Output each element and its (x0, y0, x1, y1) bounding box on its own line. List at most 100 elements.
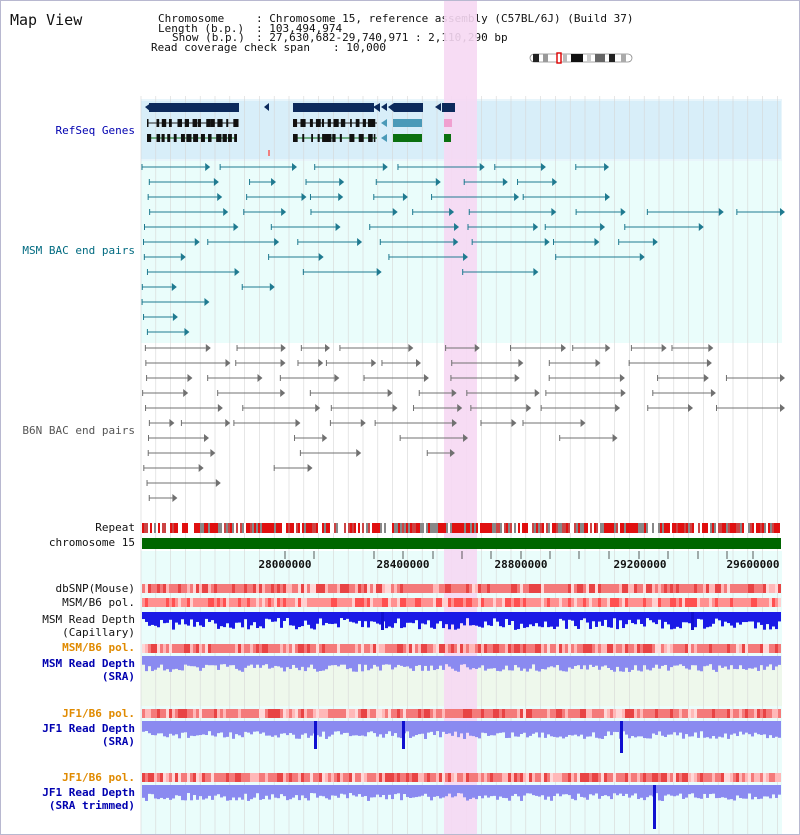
heat-cell (571, 598, 574, 607)
depth-bar (661, 656, 664, 666)
heat-cell (304, 598, 307, 607)
gene-exon (167, 134, 171, 142)
depth-bar (574, 656, 577, 667)
heat-cell (625, 773, 628, 782)
heat-cell (730, 584, 733, 593)
heat-cell (778, 773, 781, 782)
depth-bar (517, 721, 520, 737)
gene-exon (147, 119, 149, 127)
repeat-element (720, 523, 722, 533)
bac-arrow (706, 359, 712, 367)
heat-cell (394, 598, 397, 607)
repeat-element (762, 523, 764, 533)
depth-spike (620, 721, 623, 753)
heat-cell (550, 598, 553, 607)
heat-cell (358, 709, 361, 718)
heat-cell (313, 773, 316, 782)
depth-bar (163, 612, 166, 624)
depth-bar (727, 721, 730, 739)
heat-cell (361, 773, 364, 782)
repeat-element (710, 523, 712, 533)
gene-exon (206, 119, 211, 127)
depth-bar (538, 721, 541, 738)
heat-cell (289, 584, 292, 593)
bac-arrow (357, 238, 363, 246)
heat-cell (169, 773, 172, 782)
depth-bar (748, 721, 751, 735)
heat-cell (682, 773, 685, 782)
repeat-element (250, 523, 252, 533)
repeat-element (432, 523, 434, 533)
repeat-element (382, 523, 384, 533)
repeat-element (610, 523, 612, 533)
depth-bar (166, 612, 169, 623)
depth-bar (655, 785, 658, 794)
depth-bar (310, 785, 313, 794)
repeat-element (324, 523, 326, 533)
heat-cell (703, 644, 706, 653)
heat-cell (352, 773, 355, 782)
bac-arrow (502, 178, 508, 186)
depth-bar (583, 721, 586, 739)
heat-cell (169, 709, 172, 718)
heat-cell (334, 598, 337, 607)
depth-bar (145, 612, 148, 622)
heat-cell (460, 773, 463, 782)
heat-cell (397, 773, 400, 782)
depth-bar (202, 785, 205, 800)
depth-bar (490, 785, 493, 797)
depth-bar (568, 721, 571, 735)
depth-bar (616, 721, 619, 733)
heat-cell (739, 598, 742, 607)
depth-bar (313, 656, 316, 669)
depth-bar (166, 721, 169, 738)
depth-bar (235, 785, 238, 801)
chromosome-ideogram[interactable] (529, 52, 633, 64)
repeat-element (526, 523, 528, 533)
depth-bar (334, 785, 337, 796)
depth-bar (586, 721, 589, 737)
heat-cell (778, 709, 781, 718)
heat-cell (484, 773, 487, 782)
depth-bar (640, 656, 643, 672)
heat-cell (403, 598, 406, 607)
repeat-element (534, 523, 536, 533)
depth-bar (289, 656, 292, 669)
depth-bar (589, 656, 592, 665)
depth-bar (730, 656, 733, 666)
repeat-element (506, 523, 508, 533)
depth-bar (688, 721, 691, 737)
depth-bar (511, 721, 514, 733)
heat-cell (640, 644, 643, 653)
depth-bar (178, 656, 181, 671)
heat-cell (760, 598, 763, 607)
heat-cell (619, 773, 622, 782)
repeat-element (426, 523, 428, 533)
heat-cell (166, 598, 169, 607)
heat-cell (706, 709, 709, 718)
heat-cell (736, 644, 739, 653)
repeat-element (280, 523, 282, 533)
heat-cell (157, 598, 160, 607)
heat-cell (448, 598, 451, 607)
gene-exon (293, 119, 298, 127)
heat-cell (187, 598, 190, 607)
heat-cell (349, 773, 352, 782)
depth-bar (529, 721, 532, 736)
repeat-element (260, 523, 262, 533)
heat-cell (178, 584, 181, 593)
heat-cell (721, 709, 724, 718)
heat-cell (427, 644, 430, 653)
depth-bar (184, 656, 187, 665)
heat-cell (190, 598, 193, 607)
heat-cell (520, 773, 523, 782)
heat-cell (559, 709, 562, 718)
heat-cell (592, 584, 595, 593)
heat-cell (280, 644, 283, 653)
heat-cell (445, 773, 448, 782)
depth-bar (241, 721, 244, 738)
repeat-element (758, 523, 760, 533)
heat-cell (730, 773, 733, 782)
heat-cell (550, 773, 553, 782)
repeat-element (422, 523, 424, 533)
